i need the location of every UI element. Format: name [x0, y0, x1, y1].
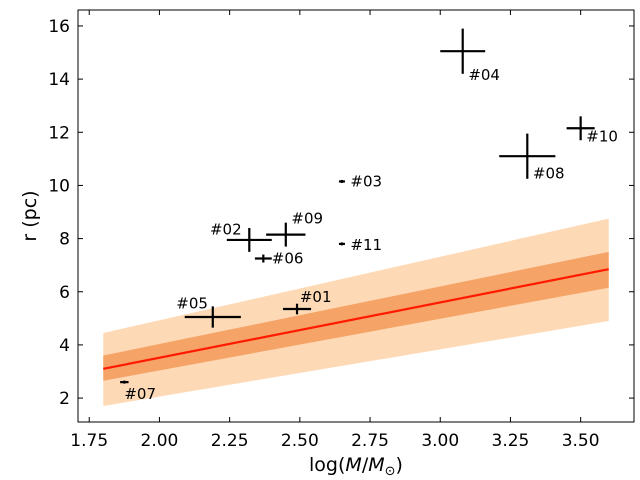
data-point: #08 — [499, 133, 565, 182]
y-tick-label: 16 — [48, 17, 70, 37]
x-axis-ticks: 1.75 2.00 2.25 2.50 2.75 3.00 3.25 3.50 — [70, 10, 600, 451]
x-tick-label: 2.00 — [141, 431, 179, 451]
data-point: #01 — [282, 288, 332, 315]
x-tick-label: 2.75 — [351, 431, 389, 451]
data-points: #01 #02 #03 #04 #05 #06 #07 #08 #09 #10 #11 — [120, 28, 618, 403]
data-point: #04 — [440, 28, 500, 84]
data-point: #06 — [254, 250, 304, 268]
point-label: #03 — [350, 172, 382, 190]
x-tick-label: 1.75 — [70, 431, 108, 451]
point-label: #07 — [124, 385, 156, 403]
y-axis-ticks: 2 4 6 8 10 12 14 16 — [48, 17, 634, 409]
fit-line-group — [103, 268, 609, 370]
y-axis-label: r (pc) — [19, 190, 41, 241]
data-point: #09 — [266, 210, 323, 247]
y-tick-label: 8 — [59, 230, 70, 250]
x-tick-label: 3.50 — [562, 431, 600, 451]
point-label: #09 — [291, 210, 323, 228]
x-tick-label: 3.25 — [492, 431, 530, 451]
y-tick-label: 2 — [59, 389, 70, 409]
point-label: #08 — [533, 164, 565, 182]
data-point: #10 — [566, 116, 618, 145]
data-point: #05 — [176, 295, 241, 328]
plot-frame — [77, 9, 635, 423]
point-label: #06 — [272, 250, 304, 268]
x-tick-label: 2.50 — [281, 431, 319, 451]
point-label: #11 — [350, 236, 382, 254]
confidence-bands — [103, 218, 609, 407]
fit-line — [103, 268, 609, 370]
data-point: #11 — [338, 236, 382, 254]
point-label: #10 — [586, 127, 618, 145]
band-inner — [103, 251, 609, 381]
y-tick-label: 6 — [59, 283, 70, 303]
data-point: #03 — [338, 172, 382, 190]
y-tick-label: 4 — [59, 336, 70, 356]
y-tick-label: 10 — [48, 176, 70, 196]
data-point: #07 — [120, 380, 156, 403]
data-point: #02 — [210, 220, 272, 252]
x-tick-label: 3.00 — [421, 431, 459, 451]
y-tick-label: 12 — [48, 123, 70, 143]
point-label: #01 — [300, 288, 332, 306]
point-label: #04 — [468, 66, 500, 84]
x-axis-label: log(M/M⊙) — [309, 454, 403, 479]
point-label: #05 — [176, 295, 208, 313]
point-label: #02 — [210, 220, 242, 238]
y-tick-label: 14 — [48, 70, 70, 90]
x-tick-label: 2.25 — [211, 431, 249, 451]
